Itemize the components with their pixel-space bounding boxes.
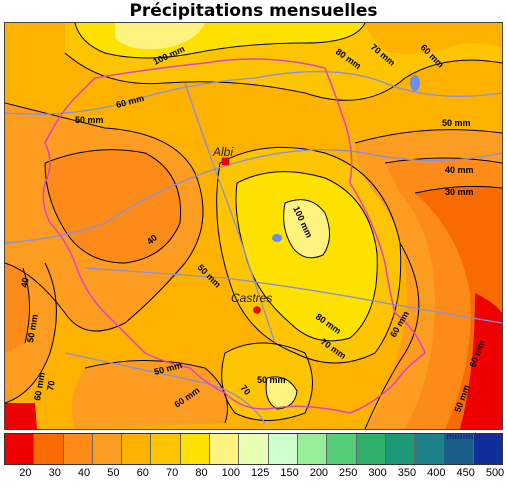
legend-tick-label: 450 (456, 467, 475, 479)
legend-tick-label: 40 (77, 467, 91, 479)
legend-tick-label: 70 (165, 467, 179, 479)
legend-swatch (415, 434, 445, 464)
legend-tick-label: 400 (427, 467, 446, 479)
band-20-30-southeast (460, 293, 502, 429)
legend-tick-label: 60 (136, 467, 149, 479)
band-80-100-south (266, 376, 297, 409)
legend-tick-label: 80 (195, 467, 208, 479)
contour-label: 50 mm (442, 118, 471, 128)
legend-swatch (180, 434, 211, 464)
contour-label: 40 (145, 232, 159, 246)
city-marker-albi (221, 157, 230, 166)
legend-tick-label: 350 (397, 467, 417, 479)
band-100-125-center (283, 199, 330, 258)
legend-swatch (92, 434, 123, 464)
legend-tick-label: 100 (221, 467, 240, 479)
band-20-30-sw-corner (5, 403, 37, 429)
legend-swatch (268, 434, 298, 464)
legend-swatch (385, 434, 416, 464)
legend-tick-label: 125 (250, 467, 270, 479)
legend-swatch (5, 434, 35, 464)
legend-swatch (297, 434, 328, 464)
contour-label: 60 mm (32, 372, 47, 402)
legend-swatch (327, 434, 357, 464)
legend-swatch (34, 434, 64, 464)
contour-label: 40 mm (445, 165, 474, 175)
legend-swatch (239, 434, 269, 464)
legend-tick-label: 20 (19, 467, 32, 479)
color-legend (4, 433, 503, 465)
contour-label: 50 mm (75, 115, 104, 125)
city-label-albi: Albi (212, 145, 233, 159)
contour-label: 30 mm (445, 187, 474, 197)
legend-swatch (444, 434, 474, 464)
legend-swatch (151, 434, 181, 464)
city-marker-castres (253, 306, 261, 314)
band-40-50-west (45, 149, 181, 263)
legend-tick-label: 50 (107, 467, 120, 479)
band-100-125-north (115, 23, 205, 50)
legend-tick-label: 250 (339, 467, 358, 479)
contour-label: 70 (45, 380, 57, 392)
legend-swatch (356, 434, 386, 464)
city-label-castres: Castres (231, 291, 272, 305)
legend-unit-label: millimètres (446, 432, 498, 441)
rivers (5, 70, 502, 424)
legend-tick-label: 200 (309, 467, 329, 479)
legend-tick-label: 300 (368, 467, 387, 479)
contour-label: 70 (238, 383, 252, 397)
legend-swatch (122, 434, 152, 464)
band-60-70-ne-lobe (365, 23, 502, 54)
legend-tick-label: 500 (485, 467, 505, 479)
legend-swatch (473, 434, 503, 464)
map-title: Précipitations mensuelles (129, 1, 378, 21)
legend-tick-label: 30 (48, 467, 61, 479)
contour-label: 50 mm (25, 314, 40, 344)
legend-swatch (210, 434, 240, 464)
contour-label: 40 (19, 277, 31, 289)
legend-swatch (63, 434, 93, 464)
precipitation-map: Albi Castres 100 mm 80 mm 70 mm 60 mm 60… (4, 22, 503, 430)
legend-ticks: 20 30 40 50 60 70 80 100 125 150 200 250 300 350 400 45… (4, 467, 505, 483)
band-50-60-south (71, 360, 228, 429)
band-40-50-southwest (5, 263, 30, 353)
contour-label: 50 mm (257, 375, 286, 385)
department-boundary (42, 58, 426, 414)
legend-tick-label: 150 (280, 467, 299, 479)
